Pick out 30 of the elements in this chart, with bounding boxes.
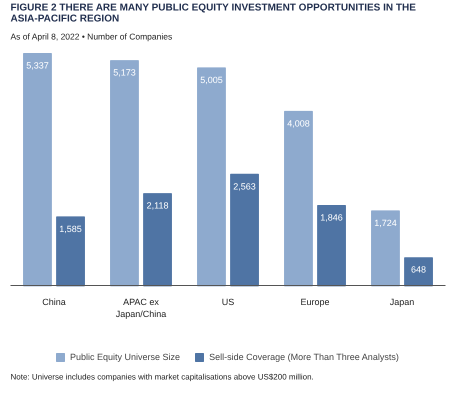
x-tick-label: China [42,296,66,307]
data-label: 2,563 [233,181,256,192]
data-label: 1,585 [59,224,82,234]
legend-label: Sell-side Coverage (More Than Three Analysts) [209,352,399,362]
data-label: 1,724 [374,218,397,228]
bar [284,110,313,286]
bar [317,205,346,286]
data-label: 648 [411,264,426,275]
x-tick-label: US [222,296,234,307]
chart-title: FIGURE 2 THERE ARE MANY PUBLIC EQUITY INVESTMENT OPPORTUNITIES IN THE ASIA-PACIFIC REGION [10,2,416,24]
bar [230,174,259,286]
x-tick-label: APAC ex Japan/China [116,296,166,319]
bar [143,193,172,286]
data-label: 2,118 [146,200,168,211]
bar [110,60,139,286]
x-tick-label: Japan [390,296,414,307]
bar [404,257,433,286]
bar [371,210,400,286]
x-tick-label: Europe [300,296,330,307]
bar [197,67,226,286]
data-label: 5,337 [26,60,49,70]
data-label: 1,846 [320,212,343,223]
legend-label: Public Equity Universe Size [70,352,180,362]
chart-subtitle: As of April 8, 2022 • Number of Companies [10,32,172,42]
data-label: 5,173 [113,68,136,78]
data-label: 5,005 [200,74,223,85]
bar [23,52,52,286]
bar [56,216,85,286]
text: Note: Universe includes companies with market capitalisations above US$200 million. [10,372,314,382]
data-label: 4,008 [287,118,310,128]
